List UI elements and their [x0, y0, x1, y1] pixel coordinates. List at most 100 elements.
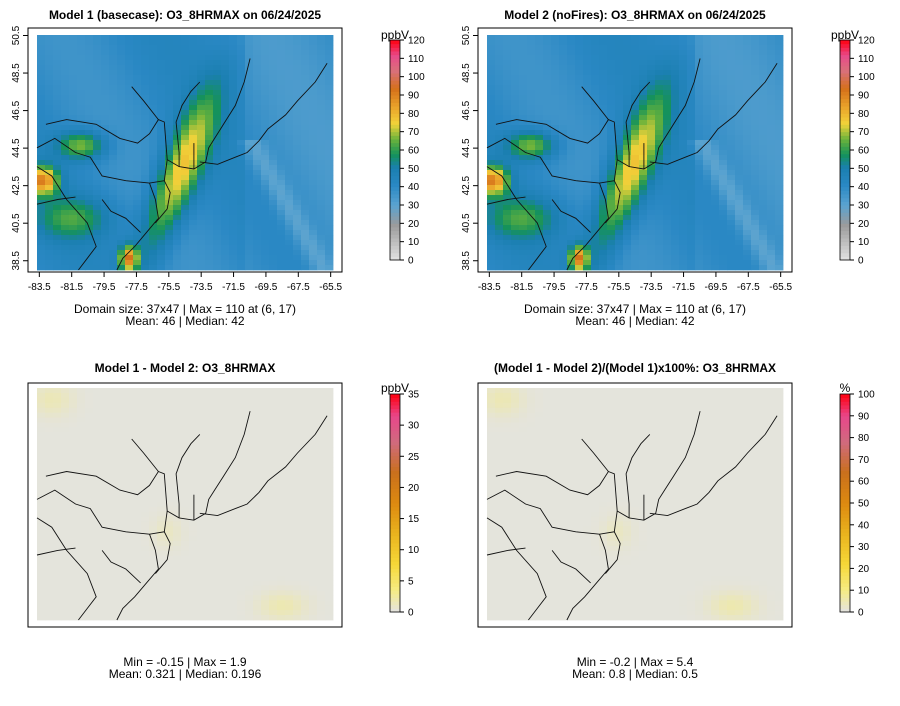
heatmap-cell: [567, 135, 576, 141]
heatmap-cell: [141, 235, 150, 241]
heatmap-cell: [213, 45, 222, 51]
heatmap-cell: [117, 90, 126, 96]
heatmap-cell: [109, 392, 118, 399]
heatmap-cell: [189, 452, 198, 458]
heatmap-cell: [93, 140, 102, 146]
heatmap-cell: [45, 110, 54, 116]
heatmap-cell: [503, 265, 512, 271]
heatmap-cell: [37, 190, 46, 196]
heatmap-cell: [583, 210, 592, 216]
heatmap-cell: [93, 245, 102, 251]
heatmap-cell: [671, 215, 680, 221]
heatmap-cell: [61, 496, 70, 502]
heatmap-cell: [663, 225, 672, 231]
heatmap-cell: [519, 215, 528, 221]
heatmap-cell: [221, 165, 230, 171]
heatmap-cell: [759, 220, 768, 226]
colorbar-swatch: [390, 230, 400, 235]
colorbar-swatch: [390, 102, 400, 107]
heatmap-cell: [125, 215, 134, 221]
heatmap-cell: [663, 175, 672, 181]
heatmap-cell: [647, 250, 656, 256]
heatmap-cell: [591, 115, 600, 121]
heatmap-cell: [45, 471, 54, 478]
heatmap-cell: [767, 210, 776, 216]
x-tick-label: -65.5: [769, 282, 792, 293]
heatmap-cell: [487, 75, 496, 81]
heatmap-cell: [189, 412, 198, 419]
heatmap-cell: [751, 260, 760, 266]
heatmap-cell: [301, 511, 310, 517]
heatmap-cell: [141, 170, 150, 176]
heatmap-cell: [615, 120, 624, 126]
heatmap-cell: [85, 536, 94, 542]
heatmap-cell: [245, 185, 254, 191]
heatmap-cell: [125, 55, 134, 61]
heatmap-cell: [293, 100, 302, 106]
heatmap-cell: [109, 397, 118, 404]
heatmap-cell: [719, 85, 728, 91]
colorbar-swatch: [840, 186, 850, 191]
heatmap-cell: [245, 190, 254, 196]
heatmap-cell: [229, 165, 238, 171]
heatmap-cell: [511, 205, 520, 211]
heatmap-cell: [133, 65, 142, 71]
heatmap-cell: [293, 501, 302, 507]
heatmap-cell: [85, 481, 94, 488]
heatmap-cell: [285, 175, 294, 181]
heatmap-cell: [37, 65, 46, 71]
heatmap-cell: [719, 245, 728, 251]
heatmap-cell: [101, 452, 110, 458]
heatmap-cell: [61, 536, 70, 542]
heatmap-cell: [647, 95, 656, 101]
heatmap-cell: [647, 185, 656, 191]
heatmap-cell: [69, 135, 78, 141]
heatmap-cell: [221, 145, 230, 151]
heatmap-cell: [205, 70, 214, 76]
heatmap-cell: [173, 140, 182, 146]
heatmap-cell: [293, 230, 302, 236]
heatmap-cell: [639, 205, 648, 211]
heatmap-cell: [253, 481, 262, 488]
heatmap-cell: [133, 476, 142, 483]
heatmap-cell: [325, 165, 334, 171]
heatmap-cell: [93, 125, 102, 131]
heatmap-cell: [141, 447, 150, 453]
heatmap-cell: [133, 437, 142, 443]
heatmap-cell: [269, 40, 278, 46]
heatmap-cell: [237, 115, 246, 121]
heatmap-cell: [253, 50, 262, 56]
heatmap-cell: [197, 65, 206, 71]
heatmap-cell: [671, 165, 680, 171]
heatmap-cell: [655, 235, 664, 241]
heatmap-cell: [45, 402, 54, 409]
heatmap-cell: [229, 100, 238, 106]
heatmap-cell: [149, 511, 158, 517]
heatmap-cell: [141, 95, 150, 101]
heatmap-cell: [37, 70, 46, 76]
heatmap-cell: [77, 462, 86, 468]
heatmap-cell: [607, 115, 616, 121]
heatmap-cell: [69, 397, 78, 404]
heatmap-cell: [551, 80, 560, 86]
heatmap-cell: [141, 45, 150, 51]
heatmap-cell: [719, 130, 728, 136]
heatmap-cell: [53, 155, 62, 161]
heatmap-cell: [293, 526, 302, 532]
heatmap-cell: [631, 45, 640, 51]
heatmap-cell: [221, 135, 230, 141]
heatmap-cell: [583, 230, 592, 236]
heatmap-cell: [101, 115, 110, 121]
heatmap-cell: [277, 250, 286, 256]
heatmap-cell: [775, 145, 784, 151]
heatmap-cell: [759, 150, 768, 156]
heatmap-cell: [181, 160, 190, 166]
heatmap-cell: [663, 180, 672, 186]
heatmap-cell: [221, 526, 230, 532]
heatmap-cell: [495, 250, 504, 256]
heatmap-cell: [221, 125, 230, 131]
heatmap-cell: [583, 135, 592, 141]
heatmap-cell: [519, 70, 528, 76]
heatmap-cell: [133, 210, 142, 216]
heatmap-cell: [309, 205, 318, 211]
